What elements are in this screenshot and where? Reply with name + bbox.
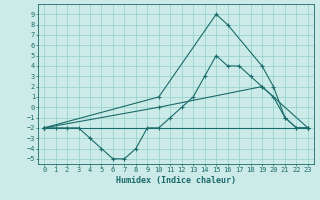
X-axis label: Humidex (Indice chaleur): Humidex (Indice chaleur): [116, 176, 236, 185]
